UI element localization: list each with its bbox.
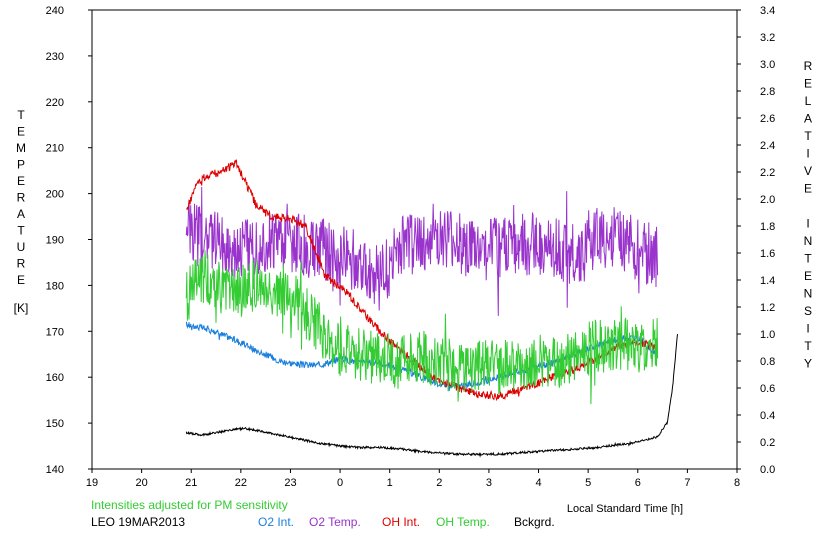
series-bckgrd- — [185, 334, 678, 458]
y-left-tick-label: 190 — [46, 235, 64, 247]
y-right-tick-label: 1.6 — [760, 248, 775, 260]
y-right-title-letter: Y — [804, 357, 812, 371]
x-tick-label: 21 — [185, 477, 197, 489]
y-right-tick-label: 1.2 — [760, 302, 775, 314]
y-right-title-letter: R — [804, 59, 813, 73]
series-oh-temp- — [185, 250, 659, 405]
y-right-tick-label: 1.4 — [760, 275, 775, 287]
x-tick-label: 4 — [535, 477, 541, 489]
legend-oh-temp: OH Temp. — [436, 515, 490, 529]
y-left-title-letter: R — [17, 191, 26, 205]
y-left-tick-label: 230 — [46, 51, 64, 63]
y-right-tick-label: 2.4 — [760, 140, 775, 152]
y-right-title-letter: E — [804, 269, 812, 283]
x-tick-label: 3 — [486, 477, 492, 489]
y-right-title-letter: A — [804, 112, 812, 126]
y-right-title-letter: I — [806, 322, 809, 336]
series-o2-temp- — [185, 186, 659, 316]
y-left-title-letter: R — [17, 257, 26, 271]
y-right-tick-label: 0.8 — [760, 356, 775, 368]
y-left-tick-label: 160 — [46, 372, 64, 384]
y-right-tick-label: 3.0 — [760, 59, 775, 71]
y-left-tick-label: 210 — [46, 143, 64, 155]
y-left-unit: [K] — [14, 301, 29, 315]
y-left-tick-label: 240 — [46, 5, 64, 17]
x-tick-label: 1 — [387, 477, 393, 489]
x-tick-label: 2 — [436, 477, 442, 489]
y-right-title-letter: I — [806, 147, 809, 161]
y-right-tick-label: 3.4 — [760, 5, 775, 17]
y-right-title-letter: V — [804, 164, 812, 178]
y-right-title-letter: L — [805, 94, 812, 108]
x-tick-label: 7 — [684, 477, 690, 489]
y-right-title-letter: T — [804, 252, 812, 266]
y-right-title-letter: N — [804, 234, 813, 248]
y-right-tick-label: 0.0 — [760, 464, 775, 476]
x-tick-label: 5 — [585, 477, 591, 489]
x-tick-label: 19 — [86, 477, 98, 489]
x-tick-label: 20 — [135, 477, 147, 489]
y-right-tick-label: 1.8 — [760, 221, 775, 233]
y-right-title-letter: I — [806, 217, 809, 231]
y-left-tick-label: 220 — [46, 97, 64, 109]
y-left-title-letter: T — [17, 224, 25, 238]
y-right-tick-label: 0.6 — [760, 383, 775, 395]
y-right-tick-label: 2.6 — [760, 113, 775, 125]
y-right-title-letter: T — [804, 129, 812, 143]
y-left-title-letter: T — [17, 108, 25, 122]
y-right-tick-label: 0.4 — [760, 410, 775, 422]
y-right-tick-label: 0.2 — [760, 437, 775, 449]
y-left-title-letter: P — [17, 158, 25, 172]
legend-bckgrd: Bckgrd. — [514, 515, 555, 529]
legend-oh-int: OH Int. — [382, 515, 421, 529]
y-left-tick-label: 170 — [46, 326, 64, 338]
y-left-title-letter: E — [17, 125, 25, 139]
y-left-tick-label: 200 — [46, 189, 64, 201]
y-right-title-letter: T — [804, 339, 812, 353]
y-right-title-letter: E — [804, 77, 812, 91]
y-left-title-letter: A — [17, 207, 25, 221]
x-axis-label: Local Standard Time [h] — [567, 503, 683, 515]
y-left-tick-label: 150 — [46, 418, 64, 430]
x-tick-label: 23 — [284, 477, 296, 489]
series-oh-int- — [186, 159, 659, 402]
x-tick-label: 6 — [635, 477, 641, 489]
y-left-tick-label: 140 — [46, 464, 64, 476]
y-right-tick-label: 3.2 — [760, 32, 775, 44]
y-right-title-letter: E — [804, 182, 812, 196]
y-right-tick-label: 2.0 — [760, 194, 775, 206]
station-label: LEO 19MAR2013 — [91, 515, 186, 529]
x-tick-label: 8 — [734, 477, 740, 489]
y-right-tick-label: 1.0 — [760, 329, 775, 341]
y-right-title-letter: S — [804, 304, 812, 318]
y-right-tick-label: 2.8 — [760, 86, 775, 98]
y-left-tick-label: 180 — [46, 280, 64, 292]
y-left-title-letter: U — [17, 240, 26, 254]
x-tick-label: 0 — [337, 477, 343, 489]
legend-o2-int: O2 Int. — [258, 515, 295, 529]
y-left-title-letter: E — [17, 273, 25, 287]
y-right-tick-label: 2.2 — [760, 167, 775, 179]
legend-o2-temp: O2 Temp. — [309, 515, 361, 529]
x-tick-label: 22 — [235, 477, 247, 489]
y-left-title-letter: E — [17, 174, 25, 188]
y-right-title-letter: N — [804, 287, 813, 301]
legend-note: Intensities adjusted for PM sensitivity — [91, 498, 288, 512]
y-left-title-letter: M — [16, 141, 26, 155]
